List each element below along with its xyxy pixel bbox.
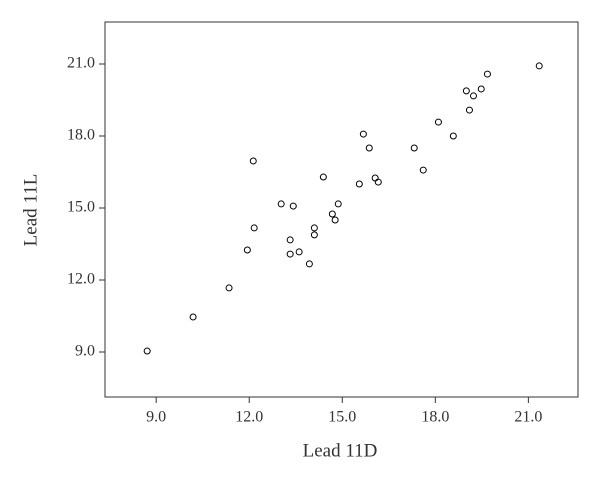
point <box>310 231 318 239</box>
y-tick-label: 18.0 <box>67 127 95 144</box>
y-tick-label: 21.0 <box>67 55 95 72</box>
point <box>143 347 151 355</box>
y-axis-label: Lead 11L <box>20 174 41 247</box>
point <box>355 180 363 188</box>
point <box>189 313 197 321</box>
point <box>334 200 342 208</box>
point <box>449 132 457 140</box>
point <box>225 284 233 292</box>
y-tick-label: 15.0 <box>67 199 95 216</box>
x-tick-label: 9.0 <box>146 409 166 426</box>
plot-frame <box>104 21 579 398</box>
point <box>465 106 473 114</box>
point <box>374 178 382 186</box>
point <box>289 202 297 210</box>
point <box>371 174 379 182</box>
point <box>277 200 285 208</box>
point <box>295 248 303 256</box>
point <box>328 210 336 218</box>
point <box>243 246 251 254</box>
point <box>286 236 294 244</box>
x-tick-label: 18.0 <box>421 409 449 426</box>
point <box>477 85 485 93</box>
point <box>250 224 258 232</box>
point <box>310 224 318 232</box>
point <box>305 260 313 268</box>
x-tick-label: 12.0 <box>235 409 263 426</box>
point <box>419 166 427 174</box>
point <box>359 130 367 138</box>
point <box>469 92 477 100</box>
point <box>462 87 470 95</box>
y-tick-label: 9.0 <box>75 343 95 360</box>
point <box>249 157 257 165</box>
point <box>319 173 327 181</box>
point <box>434 118 442 126</box>
x-axis-label: Lead 11D <box>303 440 378 461</box>
point <box>483 70 491 78</box>
point <box>331 216 339 224</box>
y-tick-label: 12.0 <box>67 271 95 288</box>
point <box>535 62 543 70</box>
point <box>286 250 294 258</box>
point <box>365 144 373 152</box>
x-tick-label: 21.0 <box>514 409 542 426</box>
x-tick-label: 15.0 <box>328 409 356 426</box>
point <box>410 144 418 152</box>
